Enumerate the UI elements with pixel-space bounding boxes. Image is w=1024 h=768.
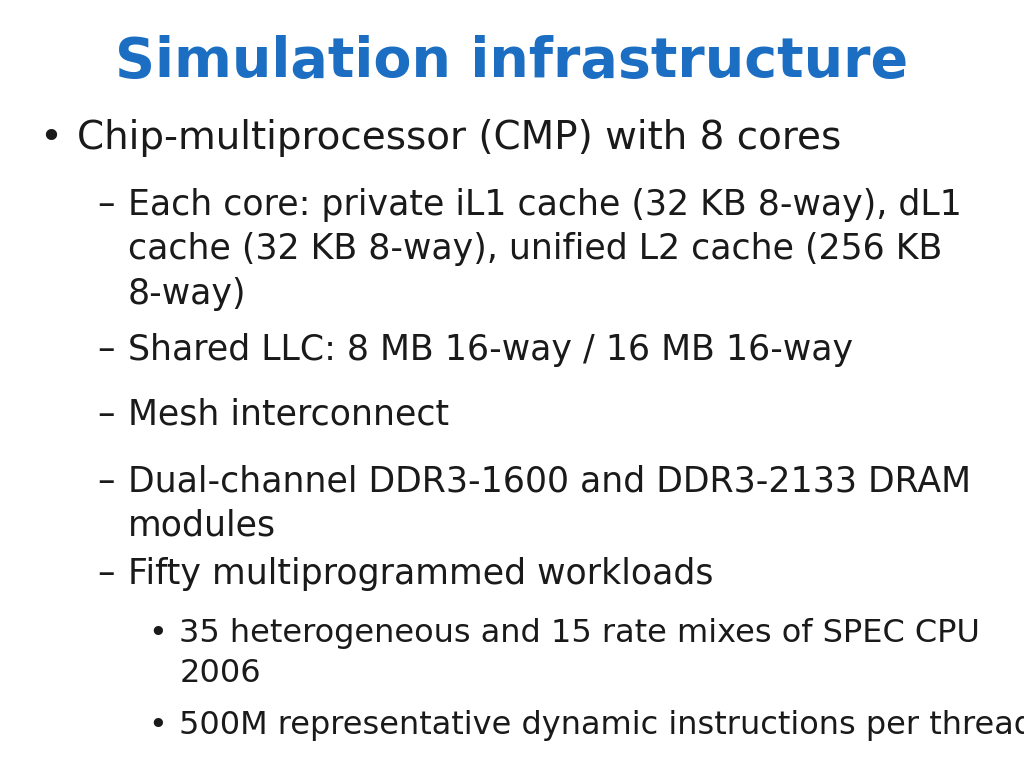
Text: Dual-channel DDR3-1600 and DDR3-2133 DRAM
modules: Dual-channel DDR3-1600 and DDR3-2133 DRA… <box>128 465 971 543</box>
Text: 35 heterogeneous and 15 rate mixes of SPEC CPU
2006: 35 heterogeneous and 15 rate mixes of SP… <box>179 618 980 690</box>
Text: Shared LLC: 8 MB 16-way / 16 MB 16-way: Shared LLC: 8 MB 16-way / 16 MB 16-way <box>128 333 853 366</box>
Text: –: – <box>97 188 115 222</box>
Text: Mesh interconnect: Mesh interconnect <box>128 398 450 432</box>
Text: –: – <box>97 398 115 432</box>
Text: –: – <box>97 333 115 366</box>
Text: Simulation infrastructure: Simulation infrastructure <box>116 35 908 88</box>
Text: •: • <box>148 710 167 741</box>
Text: 500M representative dynamic instructions per thread: 500M representative dynamic instructions… <box>179 710 1024 741</box>
Text: •: • <box>148 618 167 649</box>
Text: –: – <box>97 557 115 591</box>
Text: –: – <box>97 465 115 498</box>
Text: Each core: private iL1 cache (32 KB 8-way), dL1
cache (32 KB 8-way), unified L2 : Each core: private iL1 cache (32 KB 8-wa… <box>128 188 962 311</box>
Text: Fifty multiprogrammed workloads: Fifty multiprogrammed workloads <box>128 557 714 591</box>
Text: Chip-multiprocessor (CMP) with 8 cores: Chip-multiprocessor (CMP) with 8 cores <box>77 119 841 157</box>
Text: •: • <box>39 119 61 157</box>
